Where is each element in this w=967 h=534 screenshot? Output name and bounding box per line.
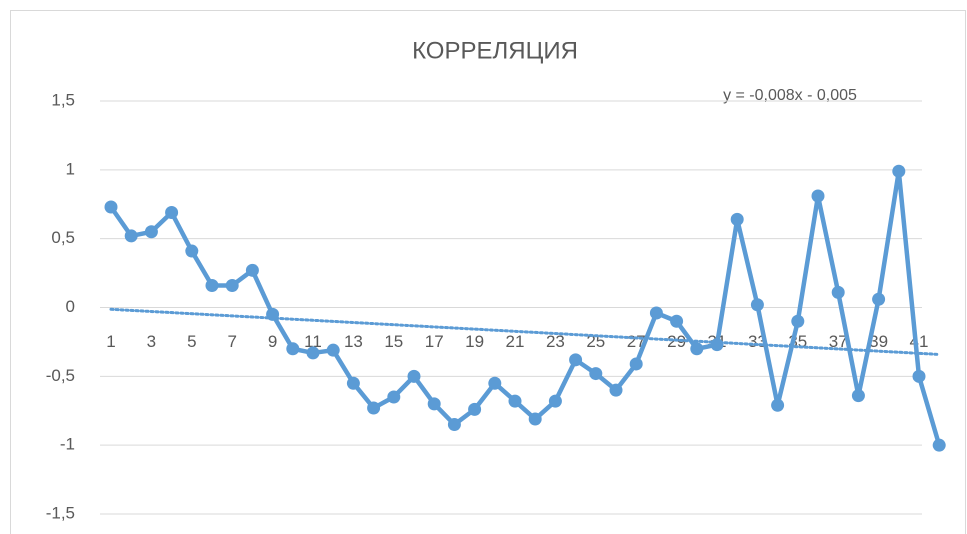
marker bbox=[609, 383, 623, 397]
marker bbox=[165, 206, 179, 220]
marker bbox=[144, 225, 158, 239]
marker bbox=[508, 394, 522, 408]
marker bbox=[750, 298, 764, 312]
y-tick-label: -0,5 bbox=[46, 366, 75, 385]
marker bbox=[872, 292, 886, 306]
marker bbox=[468, 402, 482, 416]
marker bbox=[791, 314, 805, 328]
marker bbox=[589, 367, 603, 381]
x-tick-label: 7 bbox=[227, 332, 236, 351]
marker bbox=[811, 189, 825, 203]
marker bbox=[407, 369, 421, 383]
marker bbox=[710, 338, 724, 352]
marker bbox=[205, 278, 219, 292]
marker bbox=[629, 357, 643, 371]
marker bbox=[326, 343, 340, 357]
marker bbox=[104, 200, 118, 214]
marker bbox=[730, 212, 744, 226]
x-tick-label: 37 bbox=[829, 332, 848, 351]
x-tick-label: 9 bbox=[268, 332, 277, 351]
marker bbox=[488, 376, 502, 390]
x-tick-label: 19 bbox=[465, 332, 484, 351]
marker bbox=[306, 346, 320, 360]
marker bbox=[771, 398, 785, 412]
marker bbox=[569, 353, 583, 367]
x-tick-label: 23 bbox=[546, 332, 565, 351]
x-tick-label: 15 bbox=[384, 332, 403, 351]
marker bbox=[124, 229, 138, 243]
marker bbox=[932, 438, 946, 452]
marker bbox=[266, 307, 280, 321]
trendline bbox=[109, 307, 941, 356]
chart-title: КОРРЕЛЯЦИЯ bbox=[412, 37, 578, 64]
trendline-label: y = -0,008x - 0,005 bbox=[723, 87, 857, 104]
marker bbox=[286, 342, 300, 356]
x-tick-label: 39 bbox=[869, 332, 888, 351]
x-tick-label: 41 bbox=[910, 332, 929, 351]
marker bbox=[670, 314, 684, 328]
marker bbox=[548, 394, 562, 408]
marker bbox=[387, 390, 401, 404]
x-tick-label: 5 bbox=[187, 332, 196, 351]
marker bbox=[367, 401, 381, 415]
marker bbox=[912, 369, 926, 383]
marker bbox=[185, 244, 199, 258]
marker bbox=[346, 376, 360, 390]
marker bbox=[690, 342, 704, 356]
marker bbox=[447, 418, 461, 432]
x-tick-label: 17 bbox=[425, 332, 444, 351]
marker bbox=[225, 278, 239, 292]
y-tick-label: 0 bbox=[66, 297, 75, 316]
y-tick-label: -1,5 bbox=[46, 503, 75, 522]
marker bbox=[528, 412, 542, 426]
x-tick-label: 21 bbox=[506, 332, 525, 351]
x-tick-label: 13 bbox=[344, 332, 363, 351]
y-tick-label: 1,5 bbox=[51, 90, 75, 109]
marker bbox=[851, 389, 865, 403]
marker bbox=[245, 263, 259, 277]
y-tick-label: 0,5 bbox=[51, 228, 75, 247]
marker bbox=[892, 164, 906, 178]
x-tick-label: 1 bbox=[106, 332, 115, 351]
y-tick-label: -1 bbox=[60, 435, 75, 454]
x-tick-label: 3 bbox=[147, 332, 156, 351]
x-tick-label: 11 bbox=[304, 332, 322, 351]
marker bbox=[649, 306, 663, 320]
marker bbox=[427, 397, 441, 411]
marker bbox=[831, 285, 845, 299]
y-tick-label: 1 bbox=[66, 159, 75, 178]
